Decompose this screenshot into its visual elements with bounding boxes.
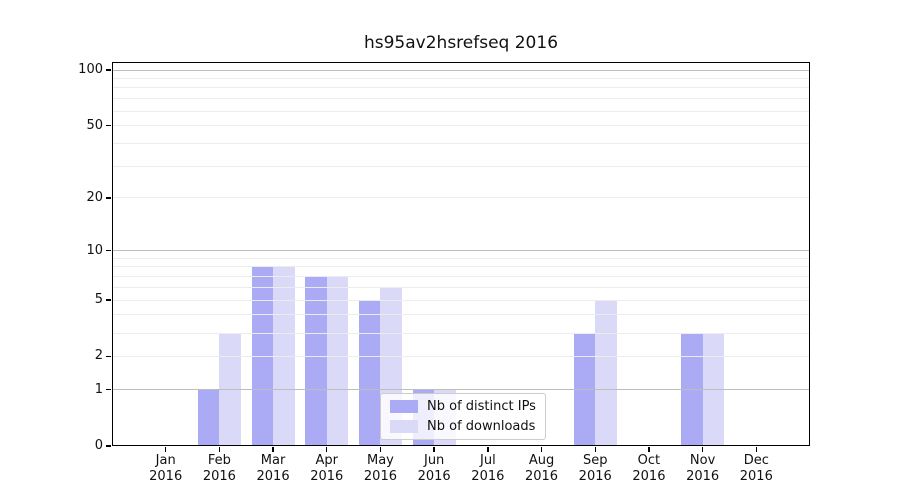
x-tick-label-month: Jan xyxy=(155,453,176,468)
x-tick-label: Jul 2016 xyxy=(458,453,518,485)
x-tick-label-year: 2016 xyxy=(524,469,559,484)
x-tick-label-month: Apr xyxy=(315,453,339,468)
x-tick-label: Nov 2016 xyxy=(673,453,733,485)
x-tick-label-month: Aug xyxy=(528,453,555,468)
bar-series1-sep xyxy=(595,300,617,446)
y-tick xyxy=(106,249,111,252)
y-tick xyxy=(106,388,111,391)
x-tick-label: Feb 2016 xyxy=(189,453,249,485)
x-tick-label-month: Feb xyxy=(207,453,231,468)
gridline-minor xyxy=(112,125,810,127)
x-tick-label-year: 2016 xyxy=(256,469,290,484)
gridline-minor xyxy=(112,257,810,259)
legend-swatch-distinct-ips xyxy=(390,400,418,413)
y-tick-label: 10 xyxy=(86,242,103,258)
x-tick-label-month: Oct xyxy=(637,453,661,468)
gridline-minor xyxy=(112,110,810,112)
gridline-minor xyxy=(112,286,810,288)
legend: Nb of distinct IPs Nb of downloads xyxy=(380,393,546,440)
x-tick xyxy=(164,447,167,452)
y-tick-label: 2 xyxy=(94,348,103,364)
y-tick-label: 0 xyxy=(94,438,103,453)
gridline-major xyxy=(112,389,810,391)
x-tick-label-month: Dec xyxy=(743,453,769,468)
x-tick-label-year: 2016 xyxy=(149,469,183,484)
x-tick-label: Apr 2016 xyxy=(297,453,357,485)
bar-series1-apr xyxy=(326,276,349,446)
y-tick xyxy=(106,445,111,447)
x-tick-label-year: 2016 xyxy=(578,469,612,484)
gridline-minor xyxy=(112,355,810,357)
x-tick-label: Aug 2016 xyxy=(512,453,572,485)
x-tick-label: Jan 2016 xyxy=(136,453,196,485)
x-tick xyxy=(379,447,382,452)
x-tick xyxy=(594,447,596,452)
x-tick-label-year: 2016 xyxy=(471,469,505,484)
y-tick-label: 100 xyxy=(78,62,103,77)
gridline-minor xyxy=(112,314,810,316)
y-tick xyxy=(106,124,111,127)
x-tick-label: May 2016 xyxy=(350,453,410,485)
gridline-minor xyxy=(112,165,810,167)
x-tick xyxy=(487,447,489,452)
gridline-minor xyxy=(112,332,810,334)
bar-series0-apr xyxy=(305,276,327,446)
x-tick-label: Oct 2016 xyxy=(619,453,679,485)
legend-swatch-downloads xyxy=(390,420,418,433)
x-tick xyxy=(218,447,221,452)
y-tick xyxy=(106,69,111,71)
x-tick xyxy=(272,447,274,452)
y-tick-label: 5 xyxy=(94,292,103,308)
y-tick-label: 1 xyxy=(94,381,103,397)
gridline-minor xyxy=(112,266,810,268)
gridline-minor xyxy=(112,299,810,301)
x-tick-label: Mar 2016 xyxy=(243,453,303,485)
gridline-minor xyxy=(112,87,810,89)
x-tick xyxy=(433,447,435,452)
gridline-minor xyxy=(112,77,810,79)
x-tick-label-month: May xyxy=(367,453,394,468)
x-tick-label-year: 2016 xyxy=(363,469,397,484)
x-tick-label-month: Nov xyxy=(689,453,716,468)
x-tick xyxy=(540,447,543,452)
gridline-minor xyxy=(112,276,810,278)
gridline-major xyxy=(112,69,810,71)
x-tick-label-month: Sep xyxy=(582,453,608,468)
x-tick-label-year: 2016 xyxy=(686,469,720,484)
gridline-minor xyxy=(112,142,810,144)
bar-series0-feb xyxy=(197,389,220,446)
x-tick-label-year: 2016 xyxy=(417,469,451,484)
y-tick-label: 50 xyxy=(86,117,103,133)
x-tick-label-year: 2016 xyxy=(202,469,236,484)
y-tick xyxy=(106,197,111,199)
x-tick-label-month: Mar xyxy=(260,453,286,468)
legend-label-downloads: Nb of downloads xyxy=(427,419,536,434)
x-tick-label: Dec 2016 xyxy=(726,453,786,485)
y-tick xyxy=(106,299,111,301)
x-tick-label-year: 2016 xyxy=(739,469,773,484)
bar-series0-may xyxy=(358,300,381,446)
x-tick-label-month: Jul xyxy=(480,453,496,468)
gridline-minor xyxy=(112,98,810,100)
x-tick xyxy=(755,447,757,452)
x-tick xyxy=(326,447,328,452)
chart-title: hs95av2hsrefseq 2016 xyxy=(363,33,559,53)
gridline-major xyxy=(112,250,810,252)
x-tick-label: Jun 2016 xyxy=(404,453,464,485)
x-tick-label: Sep 2016 xyxy=(565,453,625,485)
y-tick-label: 20 xyxy=(86,189,103,205)
x-tick-label-year: 2016 xyxy=(310,469,344,484)
legend-item-downloads: Nb of downloads xyxy=(390,419,536,434)
x-tick xyxy=(701,447,704,452)
x-tick-label-month: Jun xyxy=(423,453,445,468)
y-tick xyxy=(106,355,111,358)
legend-label-distinct-ips: Nb of distinct IPs xyxy=(427,399,536,414)
x-tick-label-year: 2016 xyxy=(632,469,666,484)
legend-item-distinct-ips: Nb of distinct IPs xyxy=(390,399,536,414)
gridline-minor xyxy=(112,197,810,199)
x-tick xyxy=(648,447,650,452)
